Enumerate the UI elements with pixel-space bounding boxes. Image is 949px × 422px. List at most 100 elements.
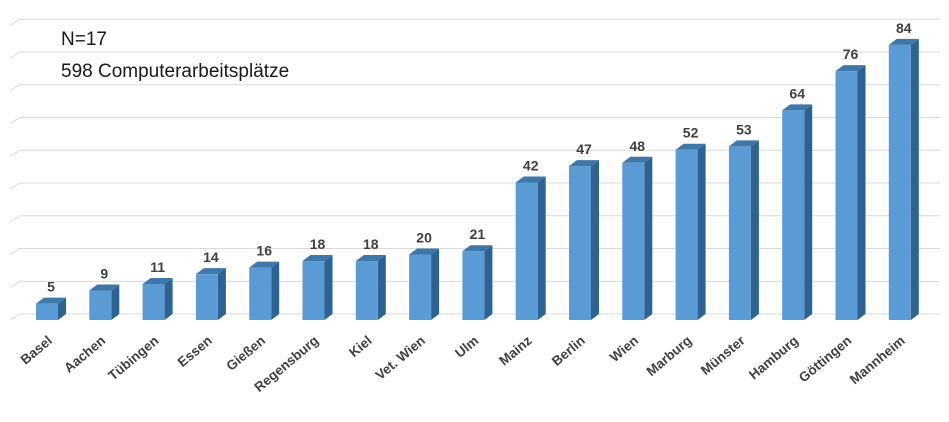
bar-front <box>622 162 645 320</box>
bar-top <box>195 268 226 275</box>
data-label: 18 <box>363 236 379 252</box>
bar-front <box>302 261 325 320</box>
gridline <box>9 117 940 124</box>
data-label: 47 <box>576 141 592 157</box>
bar-tübingen <box>142 277 173 320</box>
data-label: 64 <box>789 85 805 101</box>
data-label: 84 <box>896 20 912 36</box>
bar-regensburg <box>302 255 333 320</box>
category-label: Basel <box>18 333 55 368</box>
data-label: 18 <box>310 236 326 252</box>
bar-side <box>377 255 386 320</box>
annotation-total-workstations: 598 Computerarbeitsplätze <box>61 61 290 82</box>
bar-berlin <box>569 160 599 320</box>
bar-side <box>217 268 226 320</box>
bar-side <box>58 297 66 320</box>
bar-side <box>111 284 120 320</box>
bar-top <box>782 104 813 111</box>
bar-front <box>195 274 218 320</box>
bar-front <box>675 149 698 320</box>
bar-top <box>622 156 653 163</box>
bar-top <box>142 277 173 284</box>
data-label: 76 <box>843 46 859 62</box>
category-label: Münster <box>698 332 748 378</box>
category-label: Wien <box>607 333 641 365</box>
bar-ulm <box>462 245 493 320</box>
bar-essen <box>195 268 226 320</box>
bar-side <box>910 38 919 321</box>
bar-front <box>728 146 751 320</box>
bar-mannheim <box>888 38 919 321</box>
gridline <box>9 51 940 59</box>
gridline <box>9 18 940 26</box>
bar-top <box>249 261 280 268</box>
bar-side <box>697 143 706 320</box>
bar-gießen <box>249 261 280 320</box>
category-label: Mannheim <box>847 333 908 387</box>
bar-front <box>409 254 432 320</box>
bar-basel <box>36 297 66 320</box>
bar-side <box>644 156 653 320</box>
bar-side <box>164 277 173 320</box>
gridlines <box>9 18 940 321</box>
bar-top <box>355 255 386 262</box>
bar-aachen <box>89 284 120 320</box>
data-label: 14 <box>203 249 219 265</box>
data-label: 53 <box>736 121 752 137</box>
category-label: Vet. Wien <box>372 333 428 383</box>
data-label: 11 <box>150 259 165 275</box>
data-label: 9 <box>100 266 108 282</box>
category-label: Ulm <box>452 333 481 361</box>
data-label: 52 <box>683 125 699 141</box>
data-label: 5 <box>47 279 55 295</box>
category-label: Essen <box>175 333 215 370</box>
bar-side <box>804 104 813 321</box>
data-label: 42 <box>523 157 539 173</box>
bar-mainz <box>515 176 546 320</box>
bar-top <box>569 160 599 167</box>
category-label: Mainz <box>496 333 535 369</box>
bar-front <box>515 182 538 320</box>
bar-kiel <box>355 255 386 320</box>
data-label: 20 <box>416 230 432 246</box>
bar-side <box>484 245 493 320</box>
bar-top <box>515 176 546 183</box>
bar-top <box>888 38 919 45</box>
bar-front <box>835 71 858 320</box>
data-label: 21 <box>470 226 486 242</box>
bar-front <box>782 110 805 321</box>
bar-front <box>249 267 272 320</box>
bar-side <box>857 65 866 320</box>
gridline <box>9 149 940 157</box>
bars <box>36 38 919 321</box>
bar-front <box>142 283 165 320</box>
gridline <box>9 84 940 92</box>
bar-front <box>569 166 591 320</box>
bar-top <box>728 140 759 147</box>
data-labels: 5 9 11 14 16 18 18 20 21 42 47 48 52 53 64 76 84 <box>47 20 912 295</box>
bar-side <box>537 176 546 320</box>
bar-hamburg <box>782 104 813 321</box>
category-label: Aachen <box>61 333 108 376</box>
bar-side <box>750 140 759 320</box>
bar-münster <box>728 140 759 320</box>
bar-marburg <box>675 143 706 320</box>
bar-top <box>302 255 333 262</box>
bar-top <box>89 284 120 291</box>
bar-side <box>271 261 280 320</box>
category-label: Berlin <box>549 333 588 369</box>
bar-top <box>36 297 66 304</box>
bar-top <box>835 65 866 72</box>
bar-side <box>591 160 599 320</box>
bar-göttingen <box>835 65 866 320</box>
bar-side <box>324 255 333 320</box>
category-label: Tübingen <box>105 333 161 384</box>
category-label: Kiel <box>346 333 375 360</box>
bar-top <box>462 245 493 252</box>
bar-front <box>355 261 378 320</box>
category-label: Gießen <box>223 333 268 374</box>
bar-front <box>89 290 112 320</box>
bar-front <box>462 251 485 320</box>
